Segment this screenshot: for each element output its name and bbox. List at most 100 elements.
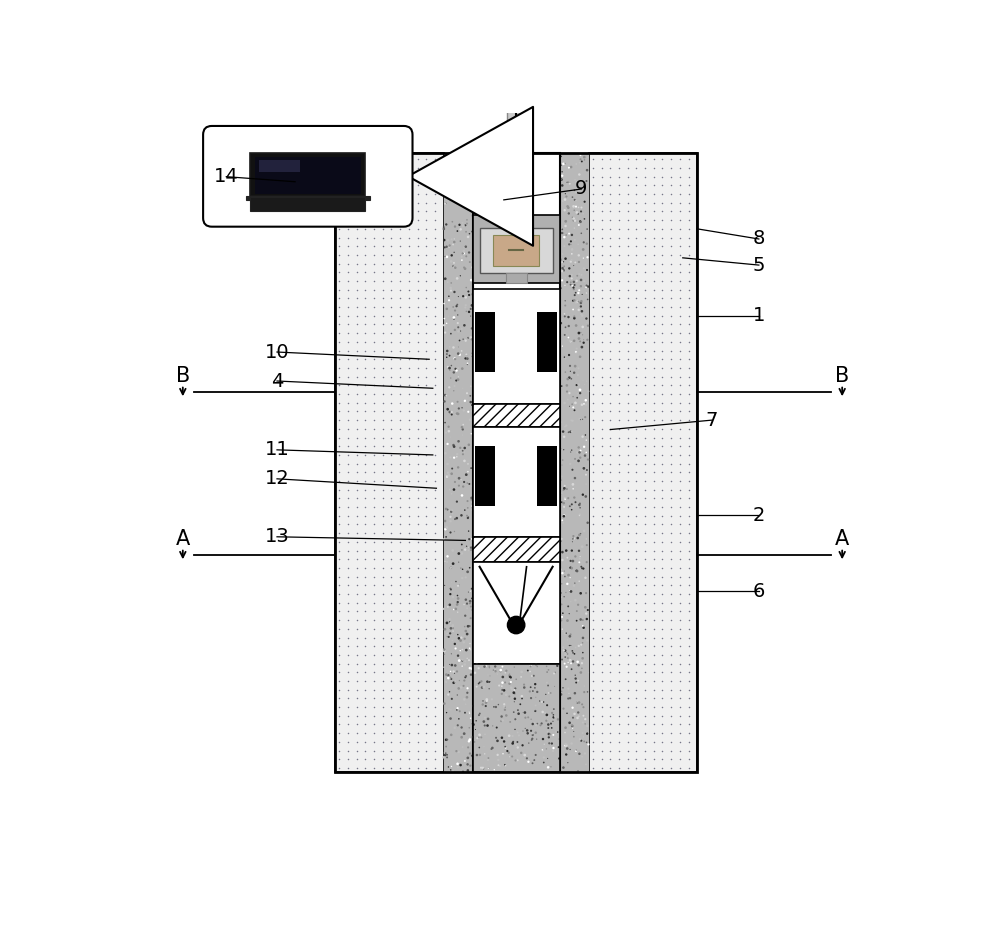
Point bbox=[340, 186, 356, 201]
Point bbox=[459, 627, 475, 642]
Point bbox=[357, 656, 373, 671]
Point bbox=[654, 378, 670, 393]
Point bbox=[357, 430, 373, 445]
Point bbox=[560, 632, 576, 647]
Point bbox=[569, 341, 585, 356]
Point bbox=[479, 220, 495, 235]
Point bbox=[566, 213, 582, 228]
Point bbox=[471, 708, 487, 723]
Point bbox=[620, 230, 636, 245]
Point bbox=[519, 342, 535, 357]
Point bbox=[455, 218, 471, 233]
Point bbox=[392, 682, 408, 697]
Point bbox=[437, 514, 453, 529]
Point bbox=[481, 659, 497, 674]
Point bbox=[507, 685, 523, 700]
Point bbox=[547, 157, 563, 172]
Point bbox=[509, 541, 525, 556]
Point bbox=[497, 675, 513, 690]
Point bbox=[560, 598, 576, 614]
Point bbox=[375, 752, 391, 767]
Point bbox=[502, 486, 518, 502]
Point bbox=[340, 360, 356, 375]
Point bbox=[562, 583, 578, 598]
Point bbox=[628, 422, 644, 437]
Point bbox=[485, 291, 501, 306]
Point bbox=[559, 275, 575, 290]
Point bbox=[646, 717, 662, 732]
Point bbox=[524, 292, 540, 307]
Point bbox=[392, 204, 408, 219]
Point bbox=[450, 360, 466, 375]
Point bbox=[469, 730, 485, 745]
Point bbox=[467, 289, 483, 304]
Point bbox=[445, 311, 461, 326]
Point bbox=[663, 299, 679, 314]
Point bbox=[410, 752, 426, 767]
Point bbox=[542, 726, 558, 742]
Point bbox=[521, 736, 537, 751]
Point bbox=[383, 586, 399, 601]
Point bbox=[450, 346, 466, 361]
Point bbox=[585, 195, 601, 210]
Point bbox=[442, 614, 458, 630]
Point bbox=[558, 646, 574, 662]
Point bbox=[401, 743, 417, 758]
Point bbox=[497, 532, 513, 547]
Point bbox=[460, 464, 476, 479]
Point bbox=[534, 230, 550, 245]
Point bbox=[498, 279, 514, 295]
Point bbox=[514, 390, 530, 405]
Point bbox=[375, 369, 391, 384]
Point bbox=[445, 543, 461, 558]
Point bbox=[469, 673, 485, 688]
Point bbox=[492, 575, 508, 590]
Point bbox=[611, 178, 627, 193]
Point bbox=[427, 647, 443, 662]
Point bbox=[515, 344, 531, 359]
Point bbox=[570, 705, 586, 720]
Point bbox=[594, 404, 610, 419]
Point bbox=[476, 761, 492, 776]
Point bbox=[522, 680, 538, 695]
Point bbox=[507, 478, 523, 493]
Point bbox=[576, 523, 592, 538]
Point bbox=[427, 526, 443, 541]
Point bbox=[541, 730, 557, 745]
Point bbox=[477, 258, 493, 273]
Point bbox=[474, 669, 490, 684]
Point bbox=[331, 674, 347, 689]
Point bbox=[484, 363, 500, 378]
Point bbox=[440, 437, 456, 452]
Point bbox=[463, 426, 479, 441]
Point bbox=[357, 639, 373, 654]
Point bbox=[654, 734, 670, 749]
Point bbox=[410, 526, 426, 541]
Point bbox=[681, 543, 697, 558]
Point bbox=[491, 182, 507, 197]
Point bbox=[663, 309, 679, 324]
Point bbox=[439, 316, 455, 331]
Point bbox=[527, 577, 543, 592]
Point bbox=[672, 534, 688, 550]
Point bbox=[681, 551, 697, 566]
Point bbox=[515, 390, 531, 405]
Point bbox=[577, 570, 593, 585]
Point bbox=[448, 373, 464, 388]
Point bbox=[516, 384, 532, 399]
Point bbox=[401, 500, 417, 515]
Point bbox=[455, 246, 471, 261]
Point bbox=[579, 263, 595, 278]
Point bbox=[450, 372, 466, 387]
Point bbox=[573, 612, 589, 627]
Point bbox=[452, 347, 468, 362]
Point bbox=[476, 305, 492, 320]
Point bbox=[472, 180, 488, 195]
Point bbox=[549, 493, 565, 508]
Point bbox=[549, 617, 565, 632]
Point bbox=[488, 524, 504, 539]
Point bbox=[646, 586, 662, 601]
Point bbox=[451, 630, 467, 646]
Point bbox=[546, 594, 562, 609]
Point bbox=[637, 613, 653, 628]
